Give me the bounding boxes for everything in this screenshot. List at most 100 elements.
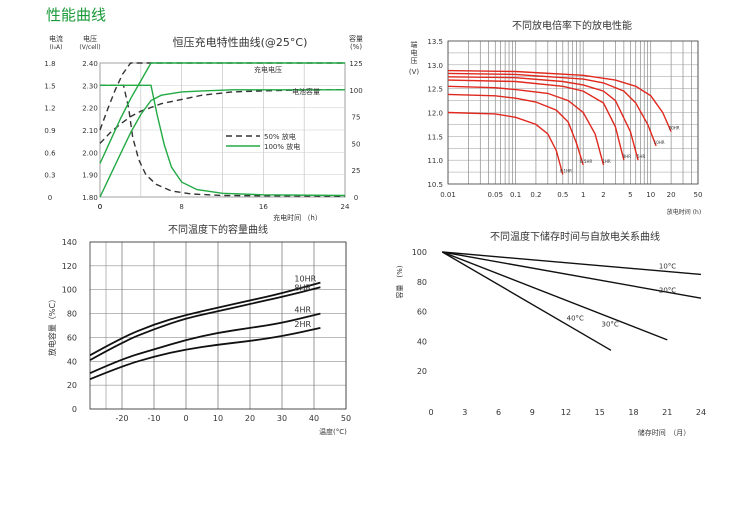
charge-capacity-axis-unit: (%) [350,43,362,51]
storage-series-label: 10°C [659,262,676,270]
storage-y-tick: 60 [417,308,427,317]
rate-x-tick: 0.01 [440,191,456,199]
rate-y-tick: 11.0 [427,157,443,165]
rate-x-tick: 0.05 [487,191,503,199]
charge-current-tick: 1.8 [44,60,55,68]
temperature-x-tick: 0 [183,414,188,423]
charge-current-tick: 0.6 [44,149,56,157]
rate-series-line [447,72,657,147]
storage-x-tick: 18 [628,408,638,417]
rate-series-label: 20HR [669,126,680,131]
charge-current-tick: 0.9 [44,127,55,135]
rate-series-line [447,85,605,166]
charge-capacity-tick: 125 [349,60,362,68]
charge-voltage-tick: 2.00 [82,149,98,157]
temperature-series-label: 2HR [294,320,311,329]
temperature-x-axis-title: 温度(°C) [319,427,347,436]
charge-voltage-axis-title: 电压 [83,34,97,43]
storage-y-tick: 80 [417,278,427,287]
rate-x-tick: 10 [646,191,655,199]
temperature-y-tick: 60 [67,333,77,342]
storage-x-tick: 6 [496,408,501,417]
temperature-x-tick: 20 [245,414,255,423]
temperature-plot-frame [89,241,347,410]
rate-series-label: 3HR [623,154,632,159]
storage-y-tick: 40 [417,337,427,346]
rate-series-line [447,69,672,132]
charge-capacity-tick: 75 [352,114,361,122]
storage-series-line [442,251,702,276]
temperature-series-line [89,327,321,381]
rate-series-label: 1HR [602,159,611,164]
rate-x-tick: 5 [628,191,632,199]
temperature-x-tick: 40 [309,414,319,423]
rate-y-axis-unit: (V) [409,68,420,76]
rate-y-tick: 13.0 [427,62,443,70]
temperature-y-tick: 120 [62,262,77,271]
charge-current-axis-title: 电流 [49,34,63,43]
charge-voltage-tick: 1.90 [82,172,98,180]
rate-series-line [447,93,584,166]
charge-legend-label: 100% 放电 [264,142,300,151]
charge-voltage-label: 充电电压 [254,65,282,74]
storage-x-tick: 0 [428,408,433,417]
charge-series-voltage-50pct [99,62,345,131]
temperature-series-label: 10HR [294,275,316,284]
charge-current-tick: 1.5 [44,82,55,90]
rate-y-tick: 12.0 [427,110,443,118]
charge-x-tick: 16 [259,203,268,211]
storage-x-tick: 15 [595,408,605,417]
charge-x-tick: 8 [179,203,183,211]
temperature-x-tick: 50 [341,414,351,423]
charge-current-tick: 0.3 [44,172,55,180]
temperature-y-tick: 140 [62,238,77,247]
charge-capacity-label: 电池容量 [292,87,320,96]
charge-capacity-tick: 25 [352,167,361,175]
charge-capacity-axis-title: 容量 [349,34,363,43]
charge-x-tick: 0 [98,203,102,211]
temperature-series-label: 4HR [294,306,311,315]
storage-y-tick: 20 [417,367,427,376]
charge-chart-title: 恒压充电特性曲线(@25°C) [173,35,308,49]
rate-y-axis-title: 端电压 [411,40,418,65]
charge-current-tick: 1.2 [44,105,55,113]
rate-x-tick: 2 [601,191,605,199]
charge-series-current-100pct [100,84,346,197]
temperature-x-tick: 10 [213,414,223,423]
rate-series-line [447,79,625,161]
charge-x-tick: 24 [341,203,350,211]
charge-x-axis-title: 充电时间 （h） [273,213,322,222]
charge-voltage-tick: 1.80 [82,194,98,202]
charge-capacity-tick: 0 [354,194,358,202]
storage-y-tick: 100 [412,248,427,257]
temperature-x-tick: -10 [147,414,160,423]
rate-x-axis-title: 放电时间 (h) [667,208,701,216]
temperature-y-axis-title: 放电容量（%C） [47,295,57,356]
storage-series-line [441,251,612,351]
storage-y-axis-title: 容量 (%) [395,265,404,298]
storage-series-line [442,251,702,299]
charge-voltage-tick: 2.20 [82,105,98,113]
rate-series-label: 0.5HR [580,159,592,164]
rate-y-tick: 13.5 [427,38,443,46]
charge-voltage-tick: 2.40 [82,60,98,68]
storage-x-tick: 9 [530,408,535,417]
charge-voltage-tick: 2.30 [82,82,98,90]
storage-series-line [442,251,668,341]
storage-x-tick: 12 [561,408,571,417]
charge-capacity-tick: 50 [352,140,361,148]
rate-series-label: 0.1HR [560,168,572,173]
rate-x-tick: 0.5 [557,191,568,199]
rate-x-tick: 0.1 [510,191,521,199]
rate-y-tick: 11.5 [427,133,443,141]
storage-series-label: 30°C [602,321,619,329]
temperature-x-tick: 30 [277,414,287,423]
temperature-series-label: 8HR [294,283,311,292]
storage-x-tick: 3 [462,408,467,417]
rate-series-line [447,76,639,161]
temperature-y-tick: 80 [67,310,77,319]
temperature-x-tick: -20 [115,414,128,423]
rate-x-tick: 20 [667,191,676,199]
storage-x-axis-title: 储存时间 （月） [638,428,691,437]
